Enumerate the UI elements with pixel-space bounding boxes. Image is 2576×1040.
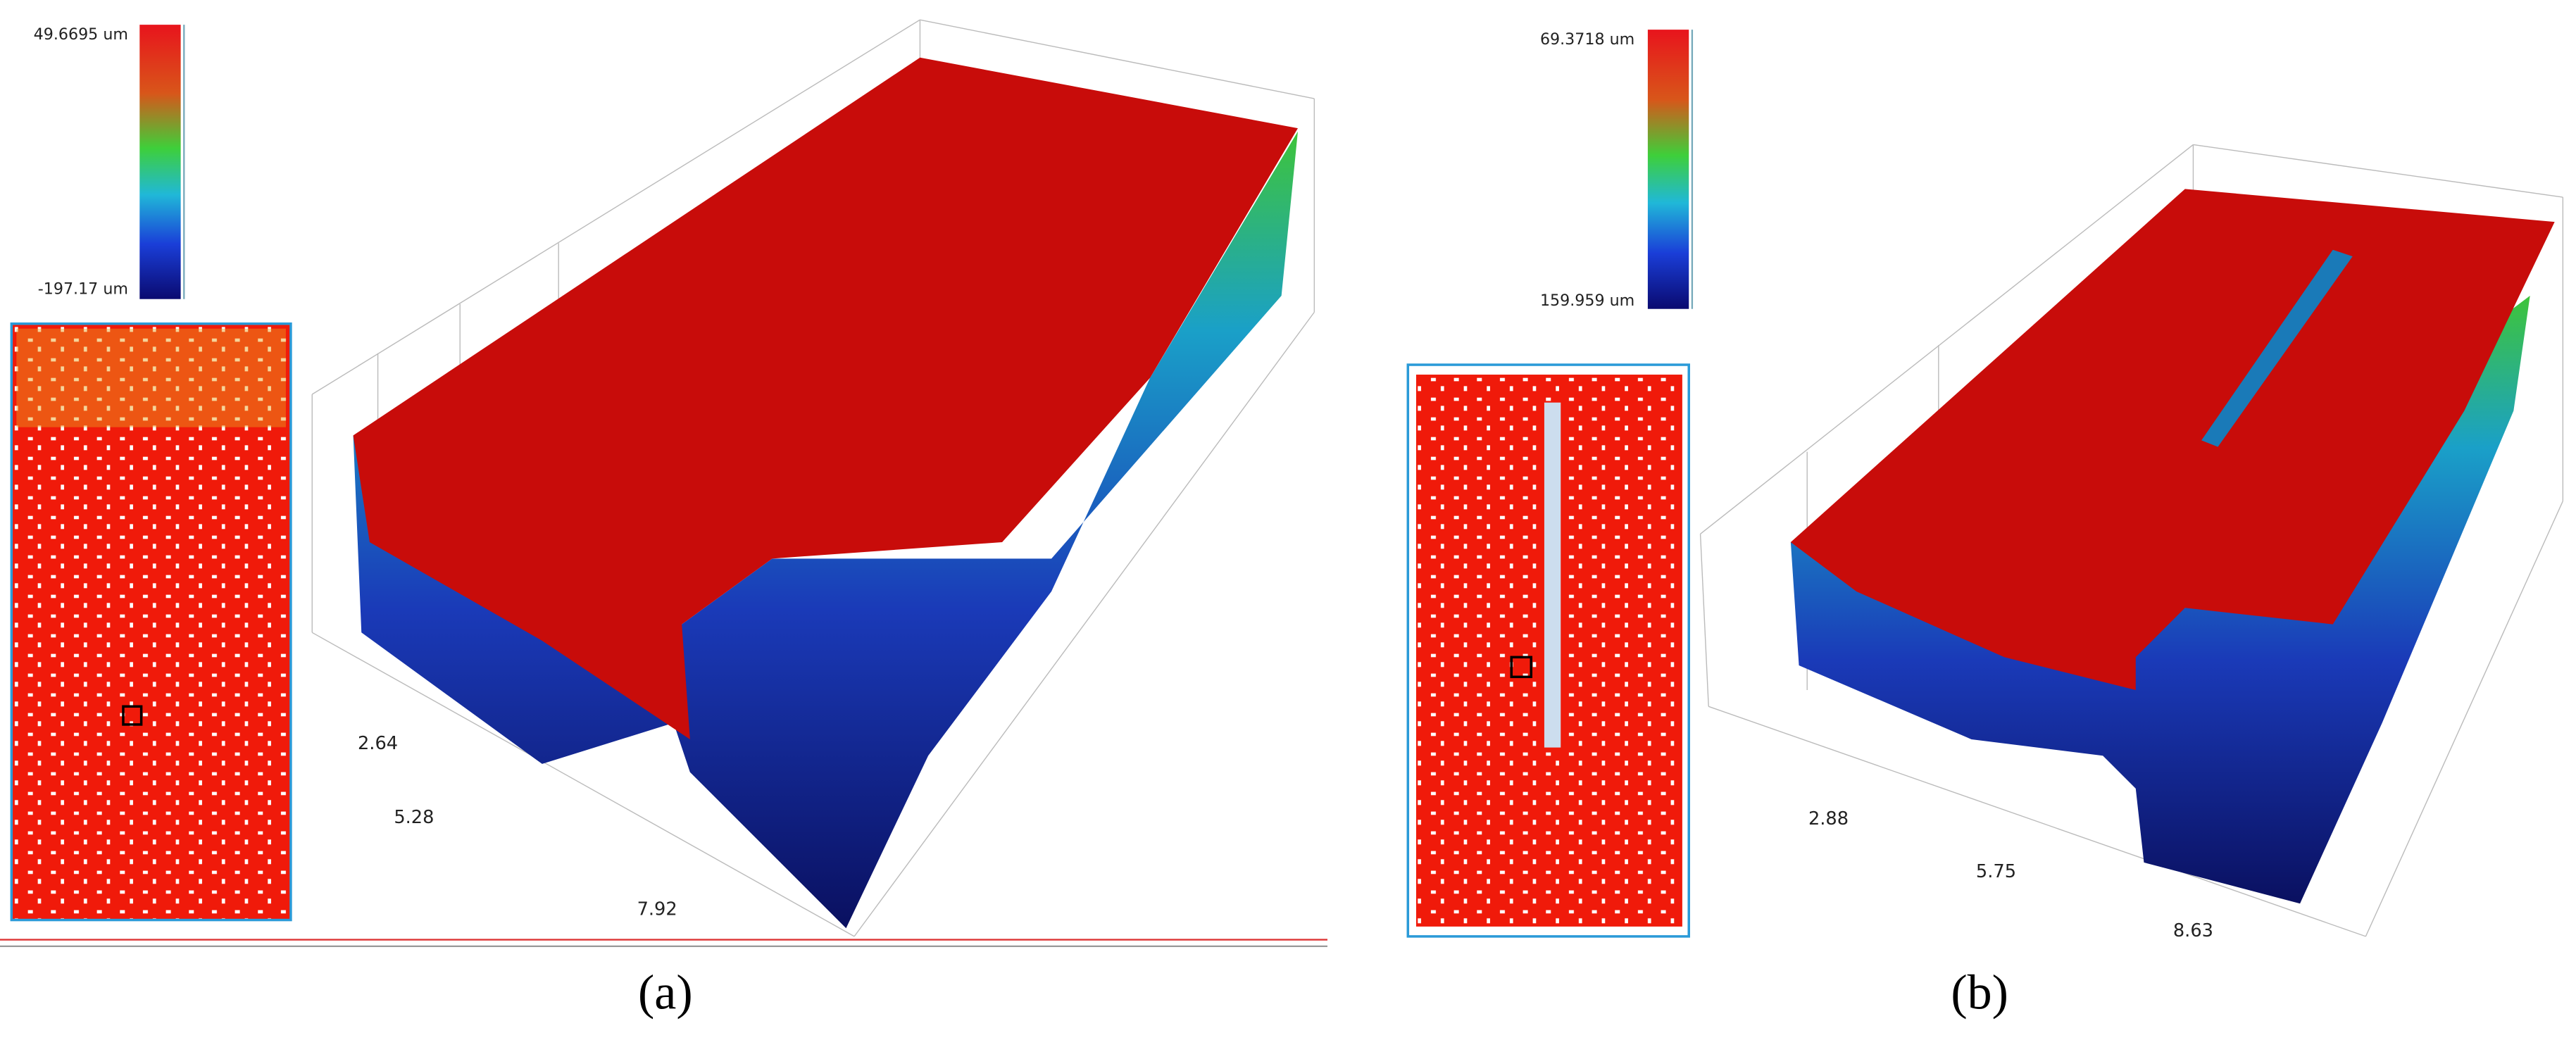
- axis-label: 5.28: [394, 807, 434, 828]
- inset-map[interactable]: [10, 322, 292, 922]
- axis-label: 7.92: [637, 899, 677, 920]
- axis-label: 8.63: [2173, 920, 2213, 941]
- panel-label: (a): [638, 966, 693, 1020]
- colorbar: [139, 25, 181, 299]
- surface-top: [353, 57, 1298, 739]
- panel-b: 69.3718 um 159.959 um 2.88 5.75 8.63 (b): [1406, 30, 2564, 1020]
- inset-marker: [122, 705, 143, 726]
- colorbar-max: 49.6695 um: [34, 25, 128, 44]
- axis-label: 5.75: [1976, 861, 2016, 882]
- axis-label: 2.88: [1808, 808, 1849, 829]
- panel-a: 49.6695 um -197.17 um 2.64 5.28 7.92 (a): [0, 19, 1327, 1020]
- axis-label: 2.64: [358, 733, 398, 754]
- colorbar: [1647, 30, 1689, 309]
- surface-side: [353, 131, 1298, 929]
- surface-top: [1790, 189, 2555, 690]
- colorbar-min: 159.959 um: [1540, 292, 1634, 310]
- colorbar-min: -197.17 um: [38, 280, 128, 299]
- inset-marker: [1510, 656, 1533, 679]
- panel-label: (b): [1951, 966, 2008, 1020]
- surface-side: [1790, 296, 2530, 904]
- colorbar-max: 69.3718 um: [1540, 30, 1634, 49]
